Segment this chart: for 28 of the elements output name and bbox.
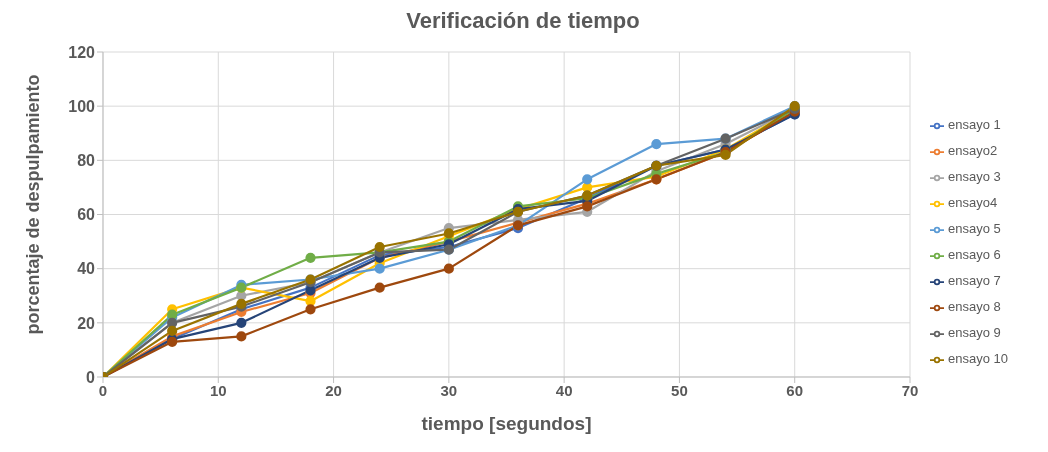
y-tick-label: 20 [77,314,96,332]
y-tick-label: 0 [86,368,96,386]
x-tick-label: 50 [671,381,688,399]
legend-label: ensayo 10 [948,351,1008,366]
x-tick-label: 70 [901,381,919,399]
y-axis-title: porcentaje de despulpamiento [23,74,44,335]
y-tick-label: 120 [68,43,96,61]
y-tick-label: 40 [77,260,96,278]
y-tick-label: 60 [77,206,96,224]
x-tick-label: 40 [555,381,573,399]
legend-label: ensayo 7 [948,273,1001,288]
y-tick-label: 80 [77,152,96,170]
x-tick-label: 60 [786,381,804,399]
x-tick-label: 30 [440,381,458,399]
legend-label: ensayo 1 [948,117,1001,132]
x-tick-label: 10 [209,381,227,399]
y-tick-label: 100 [68,97,96,115]
legend-label: ensayo 5 [948,221,1001,236]
legend-label: ensayo 6 [948,247,1001,262]
legend-label: ensayo 8 [948,299,1001,314]
chart-title: Verificación de tiempo [405,8,641,35]
legend-label: ensayo4 [948,195,998,210]
legend-label: ensayo 3 [948,169,1001,184]
legend-label: ensayo2 [948,143,998,158]
legend-label: ensayo 9 [948,325,1001,340]
x-tick-label: 0 [98,381,108,399]
x-axis-title: tiempo [segundos] [421,413,592,434]
x-tick-label: 20 [325,381,342,399]
